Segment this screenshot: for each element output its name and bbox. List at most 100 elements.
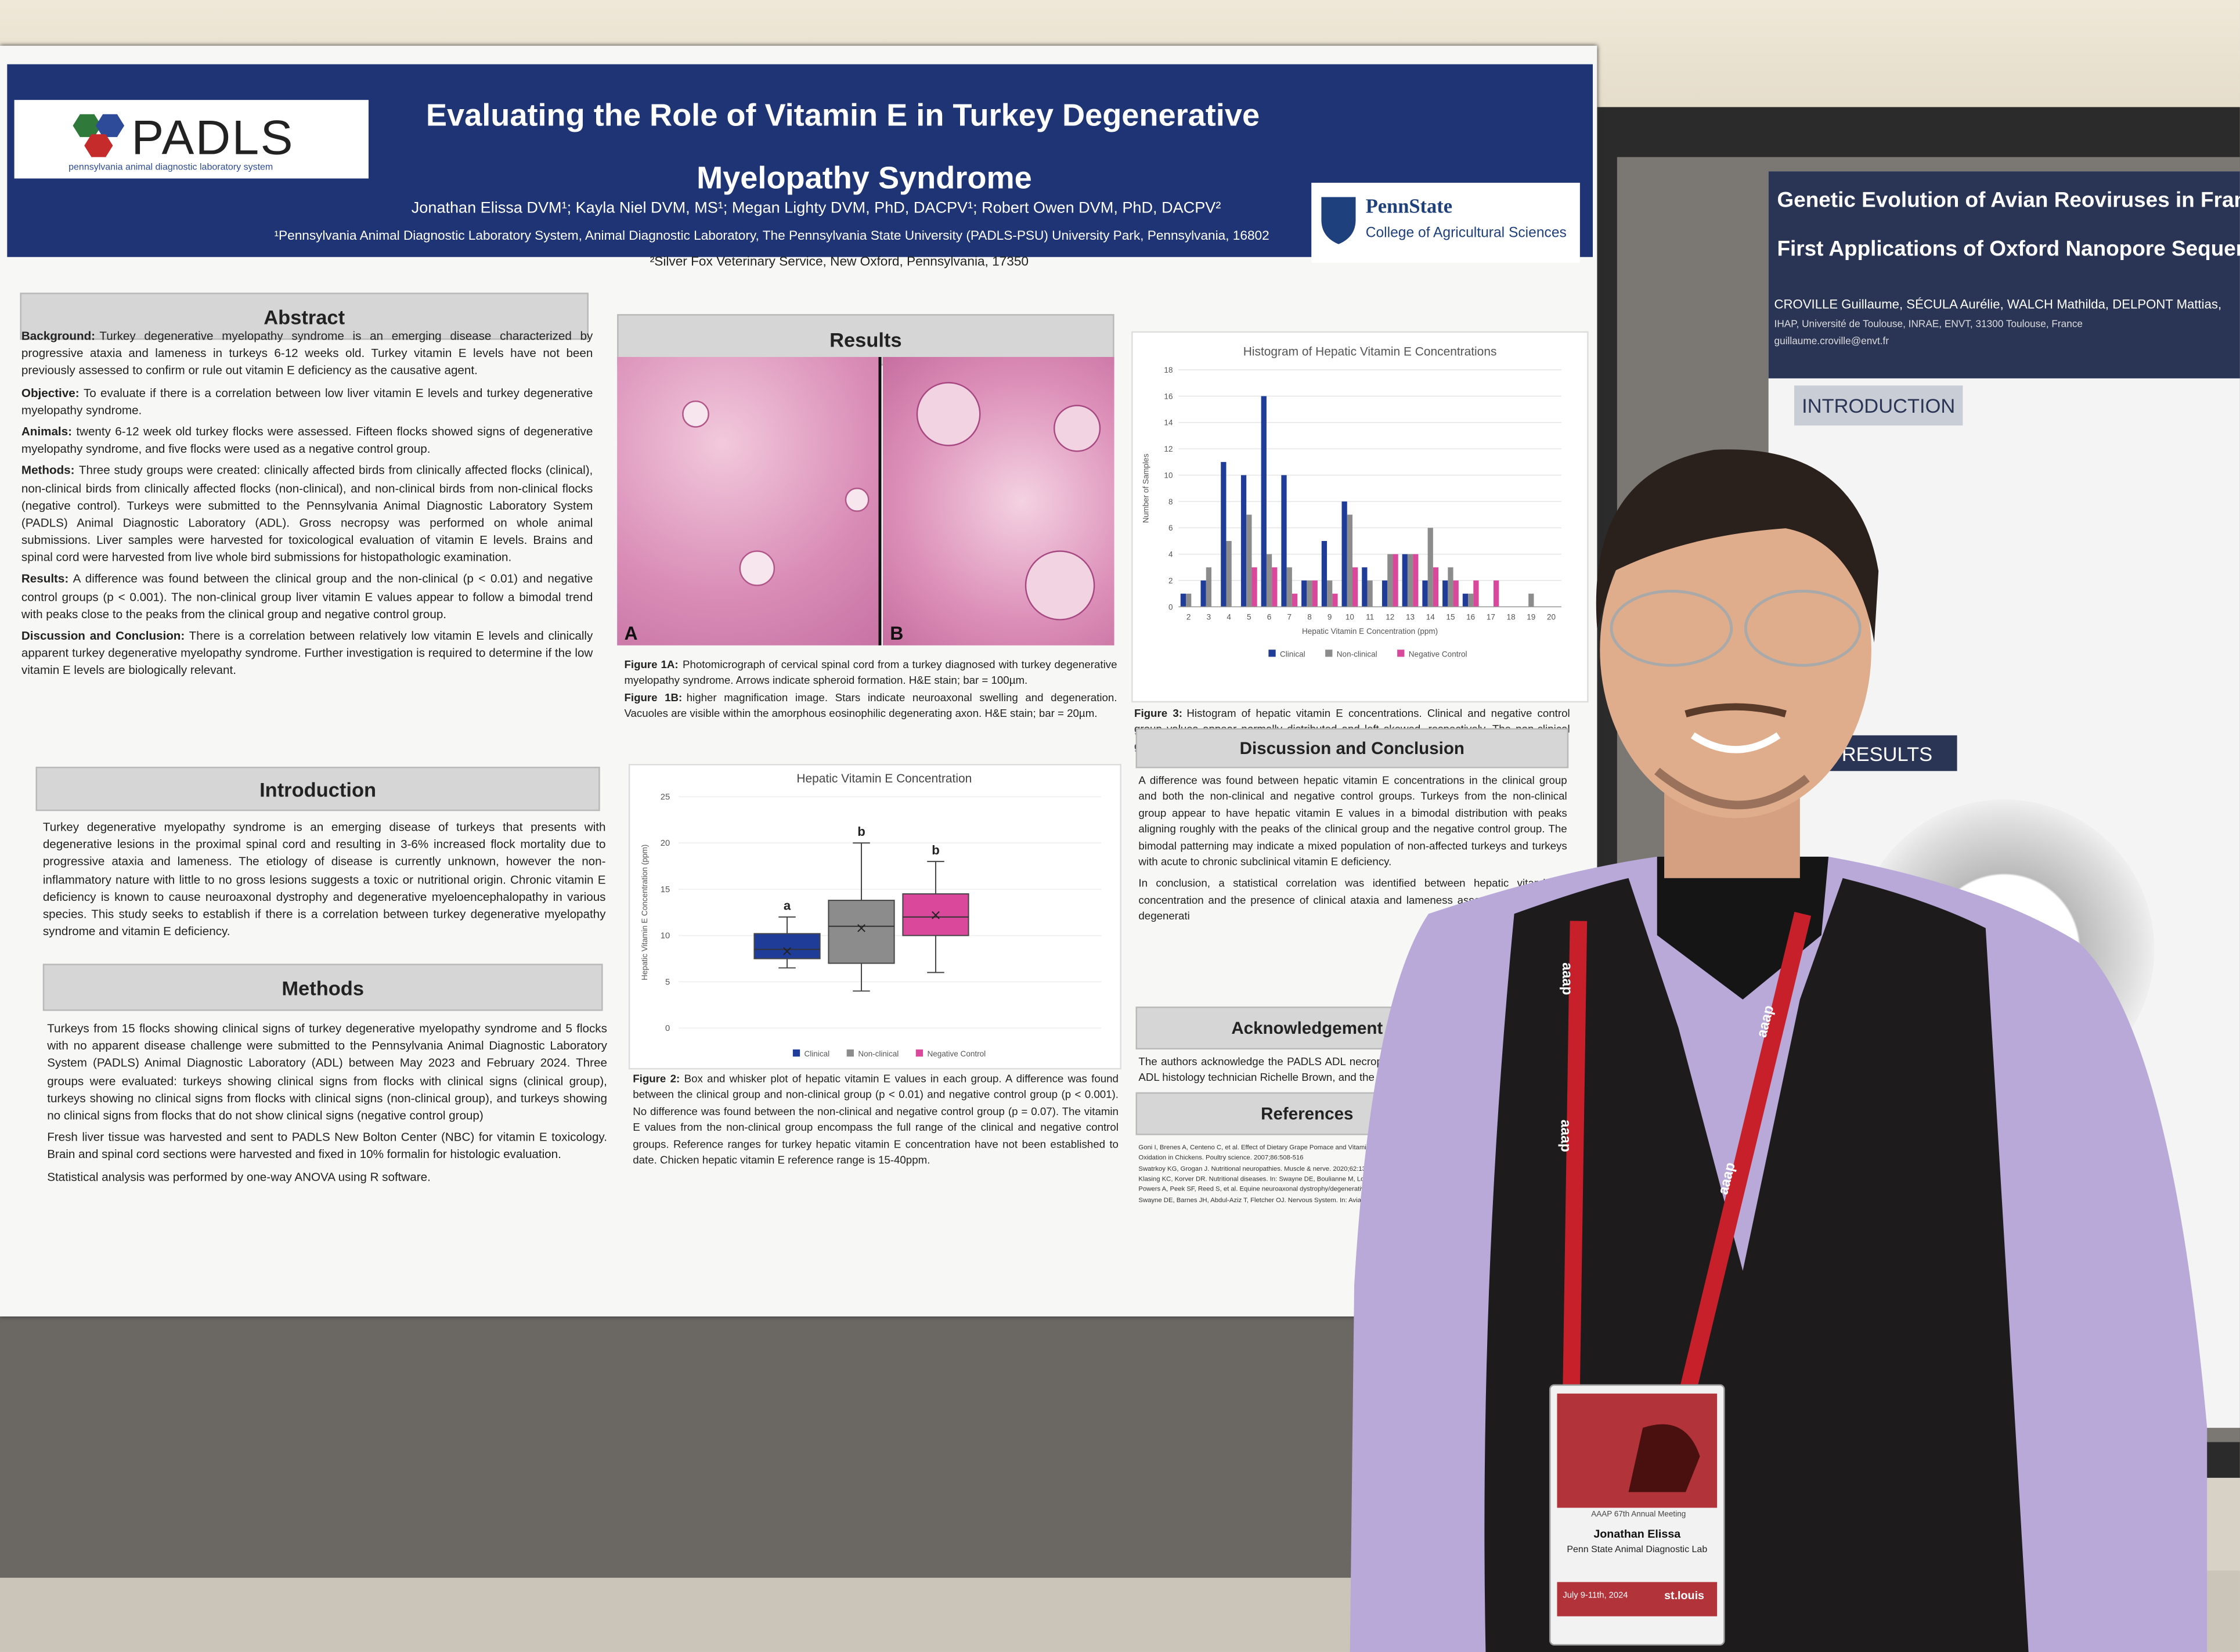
padls-logo: PADLS pennsylvania animal diagnostic lab… <box>14 100 369 179</box>
x-tick-label: 15 <box>1446 613 1455 622</box>
bar <box>1281 475 1287 607</box>
badge-name: Jonathan Elissa <box>1593 1527 1681 1541</box>
bar <box>1402 554 1408 607</box>
y-tick-label: 6 <box>1168 524 1173 532</box>
bar <box>1528 593 1534 607</box>
paragraph-text: A difference was found between the clini… <box>21 571 593 621</box>
bar <box>1393 554 1398 607</box>
caption-label: Figure 1B: <box>624 691 683 704</box>
micrograph <box>617 356 880 645</box>
bar <box>1448 567 1453 607</box>
bar <box>1200 580 1206 607</box>
x-tick-label: 13 <box>1406 613 1415 622</box>
bar <box>1381 580 1388 607</box>
bar <box>1453 580 1459 607</box>
bar <box>1301 580 1307 607</box>
bar <box>1292 593 1298 607</box>
x-tick-label: 6 <box>1267 613 1272 622</box>
caption-label: Figure 3: <box>1134 706 1182 720</box>
reference: Oxidation in Chickens. Poultry science. … <box>1138 1154 1304 1162</box>
bar <box>1362 567 1368 607</box>
methods: Turkeys from 15 flocks showing clinical … <box>47 1019 607 1189</box>
neighbor-affiliation: IHAP, Université de Toulouse, INRAE, ENV… <box>1774 319 2083 330</box>
paragraph: Fresh liver tissue was harvested and sen… <box>47 1130 607 1162</box>
bar <box>1206 567 1212 607</box>
section-heading: Abstract <box>20 293 589 340</box>
neighbor-title: First Applications of Oxford Nanopore Se… <box>1777 237 2240 262</box>
x-tick-label: 14 <box>1426 613 1435 622</box>
paragraph-label: Methods: <box>21 463 75 478</box>
section-heading: Methods <box>42 964 603 1011</box>
bar <box>1473 580 1479 607</box>
x-tick-label: 18 <box>1507 613 1516 622</box>
x-axis-label: Hepatic Vitamin E Concentration (ppm) <box>1302 627 1438 636</box>
histogram-panel: Histogram of Hepatic Vitamin E Concentra… <box>1131 331 1589 703</box>
bar <box>1307 580 1312 607</box>
y-tick-label: 10 <box>661 932 670 941</box>
y-tick-label: 14 <box>1164 419 1173 427</box>
paragraph: Results: A difference was found between t… <box>21 571 593 623</box>
x-tick-label: 8 <box>1307 613 1312 622</box>
shield <box>1321 197 1356 244</box>
bar <box>1286 567 1292 607</box>
paragraph: Background: Turkey degenerative myelopath… <box>21 327 593 379</box>
paragraph: Turkeys from 15 flocks showing clinical … <box>47 1020 607 1123</box>
badge-dates: July 9-11th, 2024 <box>1563 1592 1628 1601</box>
y-tick-label: 2 <box>1168 576 1173 585</box>
y-tick-label: 18 <box>1164 366 1173 374</box>
y-tick-label: 25 <box>661 792 670 802</box>
y-tick-label: 0 <box>1168 603 1173 611</box>
reference: Swatrkoy KG, Grogan J. Nutritional neuro… <box>1138 1164 1377 1172</box>
legend-swatch <box>915 1049 924 1057</box>
bar <box>1266 554 1272 607</box>
mean-marker <box>783 947 791 955</box>
caption-label: Figure 1A: <box>624 658 679 672</box>
paragraph: Objective: To evaluate if there is a corr… <box>21 384 593 419</box>
x-tick-label: 20 <box>1547 613 1556 622</box>
bar <box>1327 580 1333 607</box>
bar <box>1321 540 1328 607</box>
y-tick-label: 15 <box>661 885 670 894</box>
bar <box>1341 501 1347 607</box>
paragraph-label: Results: <box>21 571 69 586</box>
y-tick-label: 16 <box>1164 392 1173 401</box>
discussion: A difference was found between hepatic v… <box>1138 773 1567 930</box>
paragraph: In conclusion, a statistical correlation… <box>1138 877 1567 923</box>
reference: Powers A, Peek SF, Reed S, et al. Equine… <box>1138 1185 1434 1193</box>
bar <box>1272 567 1278 607</box>
caption: Figure 2: Box and whisker plot of hepatic… <box>633 1071 1119 1168</box>
micrograph-details <box>682 356 1101 645</box>
legend-swatch <box>1325 650 1333 657</box>
reference: Klasing KC, Korver DR. Nutritional disea… <box>1138 1175 1422 1182</box>
paragraph-label: Animals: <box>21 424 72 439</box>
bar <box>1422 580 1428 607</box>
badge-meeting: AAAP 67th Annual Meeting <box>1591 1510 1686 1520</box>
paragraph: Animals: twenty 6-12 week old turkey floc… <box>21 423 593 457</box>
section-heading: Results <box>617 314 1114 366</box>
y-tick-label: 0 <box>665 1024 670 1033</box>
caption-text: Figure 1A: Photomicrograph of cervical sp… <box>624 657 1117 690</box>
panel-label: B <box>890 622 904 644</box>
neighbor-heading: INTRODUCTION <box>1794 385 1963 426</box>
bar <box>1442 580 1448 607</box>
bar <box>1251 567 1257 607</box>
bar <box>1407 554 1413 607</box>
bar <box>1332 593 1338 607</box>
boxplot: Hepatic Vitamin E Concentration 0 5 10 15 20 2… <box>640 772 1102 1058</box>
bar <box>1221 461 1227 607</box>
x-tick-label: 10 <box>1346 613 1354 622</box>
poster-title: Myelopathy Syndrome <box>697 160 1032 196</box>
paragraph: Discussion and Conclusion: There is a cor… <box>21 627 593 679</box>
paragraph-text: twenty 6-12 week old turkey flocks were … <box>21 424 593 456</box>
bar <box>1347 514 1353 607</box>
caption-label: Figure 2: <box>633 1072 680 1085</box>
neighbor-email: guillaume.croville@envt.fr <box>1774 337 1889 347</box>
bar <box>1186 593 1192 607</box>
section-heading: Discussion and Conclusion <box>1135 728 1569 769</box>
bar <box>1261 396 1267 607</box>
bar <box>1468 593 1474 607</box>
group-letter: b <box>932 843 940 857</box>
